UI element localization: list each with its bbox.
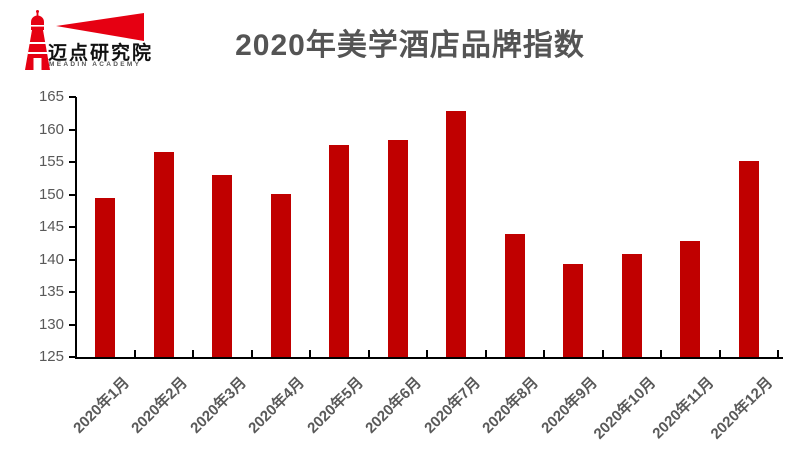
bar [621,254,642,357]
y-axis-label: 150 [38,185,64,203]
x-axis-label: 2020年3月 [186,374,250,437]
bar [504,234,525,357]
y-tick [69,323,76,326]
brand-name: 迈点研究院 [48,43,154,64]
x-tick [543,350,545,357]
x-tick [484,350,487,357]
y-axis-label: 130 [38,315,64,333]
x-axis-label: 2020年11月 [649,374,718,443]
x-axis-label: 2020年4月 [245,374,308,437]
x-tick [133,350,136,357]
brand-subtext: MEADIN ACADEMY [49,61,142,68]
x-axis-label: 2020年6月 [362,374,425,437]
bar [563,264,584,357]
x-axis-line [75,357,783,359]
bar [387,139,408,357]
x-axis-label: 2020年8月 [479,374,542,437]
lighthouse-beam-icon [25,10,144,70]
brand-logo: 迈点研究院 MEADIN ACADEMY [20,8,170,76]
x-tick [660,350,662,357]
y-axis-label: 135 [38,283,64,300]
page-title: 2020年美学酒店品牌指数 [235,29,585,62]
y-tick [69,96,76,98]
y-axis-label: 140 [38,250,64,268]
bar [212,175,233,357]
y-tick [69,128,76,131]
bar [738,160,759,357]
y-tick [69,356,76,358]
bar [446,110,467,357]
x-tick [367,350,370,357]
y-tick [69,161,76,163]
x-tick [192,350,194,357]
x-tick [718,350,721,357]
x-axis-label: 2020年10月 [590,374,659,443]
y-axis-label: 165 [38,88,64,105]
bar [329,145,350,357]
x-axis-label: 2020年1月 [69,374,133,437]
x-tick [309,350,311,357]
x-axis-label: 2020年12月 [707,374,776,443]
x-tick [250,350,253,357]
x-tick [601,350,604,357]
y-axis-label: 145 [38,218,64,235]
y-tick [69,193,76,196]
y-tick [69,226,76,228]
y-axis-label: 155 [38,153,64,170]
bar [153,152,174,357]
y-axis-line [75,97,77,359]
x-axis-label: 2020年2月 [128,374,191,437]
x-tick [777,350,779,357]
bar [680,241,701,357]
y-axis-label: 125 [38,348,64,365]
bar [270,193,291,357]
y-axis-label: 160 [38,120,64,138]
y-tick [69,291,76,293]
bar [95,197,116,357]
y-tick [69,258,76,261]
x-tick [426,350,428,357]
x-axis-label: 2020年7月 [420,374,484,437]
x-axis-label: 2020年5月 [303,374,367,437]
